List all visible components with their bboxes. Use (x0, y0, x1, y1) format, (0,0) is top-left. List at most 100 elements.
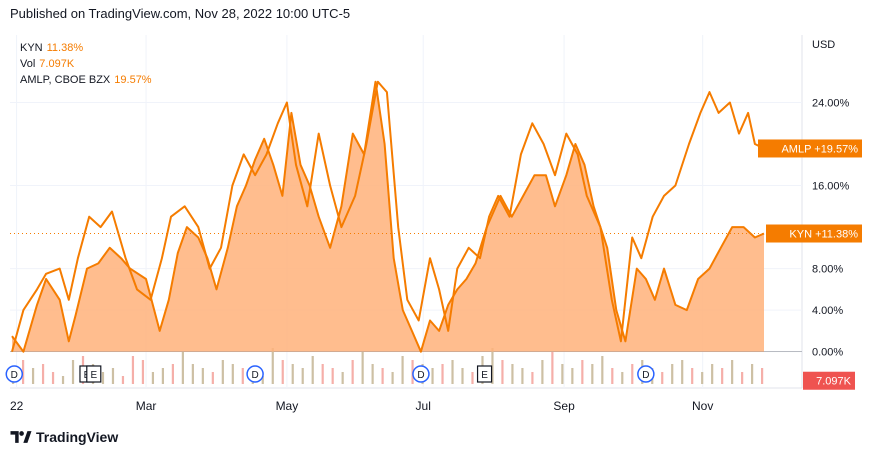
x-tick-label: May (276, 399, 299, 413)
y-axis-unit: USD (812, 39, 835, 51)
volume-bar (21, 360, 25, 384)
volume-bar (611, 368, 614, 384)
volume-bar (341, 372, 344, 384)
volume-bar (271, 348, 274, 384)
volume-bar (471, 372, 474, 384)
y-tick-label: 24.00% (812, 97, 850, 109)
volume-bar (151, 372, 155, 384)
volume-bar (361, 352, 364, 384)
volume-bar (511, 364, 514, 384)
tradingview-logo-icon (10, 431, 32, 443)
volume-bar (621, 372, 624, 384)
volume-bar (211, 372, 214, 384)
legend: KYN 11.38% Vol 7.097K AMLP, CBOE BZX 19.57% (20, 40, 152, 88)
footer-brand-label: TradingView (36, 429, 119, 445)
volume-bar (161, 368, 164, 384)
volume-bar (431, 368, 434, 384)
volume-bar (401, 356, 404, 384)
volume-bar (601, 356, 604, 384)
volume-bar (71, 360, 75, 384)
earnings-marker-label: E (481, 370, 488, 381)
volume-bar (501, 360, 504, 384)
volume-bar (351, 360, 354, 384)
volume-bar (541, 360, 544, 384)
volume-bar (441, 364, 444, 384)
volume-bar (111, 368, 115, 384)
volume-bar (731, 360, 734, 384)
volume-bar (231, 364, 234, 384)
volume-bar (711, 364, 714, 384)
volume-bar (631, 364, 634, 384)
volume-bar (201, 368, 204, 384)
series-line-kyn[interactable] (11, 80, 765, 353)
volume-bar (291, 364, 294, 384)
volume-bar (741, 372, 744, 384)
dividend-marker-label: D (417, 370, 424, 381)
earnings-marker-label: E (90, 370, 97, 381)
volume-bar (51, 372, 55, 384)
legend-value: 11.38% (46, 42, 84, 54)
price-badge-label: KYN +11.38% (789, 229, 858, 241)
volume-bar (31, 368, 35, 384)
legend-row-vol[interactable]: Vol 7.097K (20, 56, 152, 72)
volume-bar (581, 360, 584, 384)
volume-bar (391, 372, 394, 384)
volume-bar (171, 364, 174, 384)
series-line-amlp[interactable] (11, 80, 765, 352)
volume-bar (761, 368, 764, 384)
x-tick-label: Sep (553, 399, 575, 413)
volume-bar (181, 352, 184, 384)
price-badge-vol (803, 371, 855, 390)
earnings-marker[interactable] (86, 365, 102, 383)
volume-bar (41, 364, 45, 384)
x-tick-label: 22 (10, 399, 24, 413)
volume-bar (261, 376, 264, 384)
legend-row-amlp[interactable]: AMLP, CBOE BZX 19.57% (20, 72, 152, 88)
dividend-marker-label: D (251, 370, 258, 381)
dividend-marker-label: D (11, 370, 18, 381)
volume-bar (491, 348, 494, 384)
dividend-marker-label: D (642, 370, 649, 381)
volume-bar (681, 360, 684, 384)
published-notice: Published on TradingView.com, Nov 28, 20… (10, 6, 351, 21)
volume-bar (531, 372, 534, 384)
dividend-marker[interactable] (246, 365, 264, 383)
volume-bar (691, 368, 694, 384)
dividend-marker[interactable] (637, 365, 655, 383)
volume-bar (371, 364, 374, 384)
y-tick-label: 4.00% (812, 305, 843, 317)
series-area-kyn (12, 81, 764, 352)
y-tick-label: 8.00% (812, 264, 843, 276)
volume-bar (451, 360, 454, 384)
volume-bar (381, 368, 384, 384)
legend-label: AMLP, CBOE BZX (20, 74, 111, 86)
volume-bar (221, 360, 224, 384)
dividend-marker[interactable] (412, 365, 430, 383)
volume-bar (61, 376, 65, 384)
volume-bar (281, 360, 284, 384)
price-badge-kyn (766, 224, 862, 243)
volume-bar (701, 372, 704, 384)
y-tick-label: 0.00% (812, 347, 843, 359)
volume-bar (191, 364, 194, 384)
footer-brand[interactable]: TradingView (10, 429, 118, 445)
volume-bar (751, 364, 754, 384)
price-badge-amlp (758, 139, 862, 158)
volume-bar (101, 372, 105, 384)
x-tick-label: Mar (136, 399, 157, 413)
volume-bar (241, 368, 244, 384)
legend-row-kyn[interactable]: KYN 11.38% (20, 40, 152, 56)
volume-bar (571, 368, 574, 384)
dividend-marker[interactable] (5, 365, 24, 383)
volume-bar (121, 376, 125, 384)
volume-bar (461, 368, 464, 384)
x-tick-label: Nov (692, 399, 713, 413)
volume-bar (661, 372, 664, 384)
volume-bar (301, 368, 304, 384)
earnings-marker[interactable] (476, 365, 493, 383)
legend-value: 19.57% (114, 74, 152, 86)
volume-bar (551, 352, 554, 384)
volume-bar (331, 368, 334, 384)
price-badge-label: 7.097K (816, 376, 852, 388)
